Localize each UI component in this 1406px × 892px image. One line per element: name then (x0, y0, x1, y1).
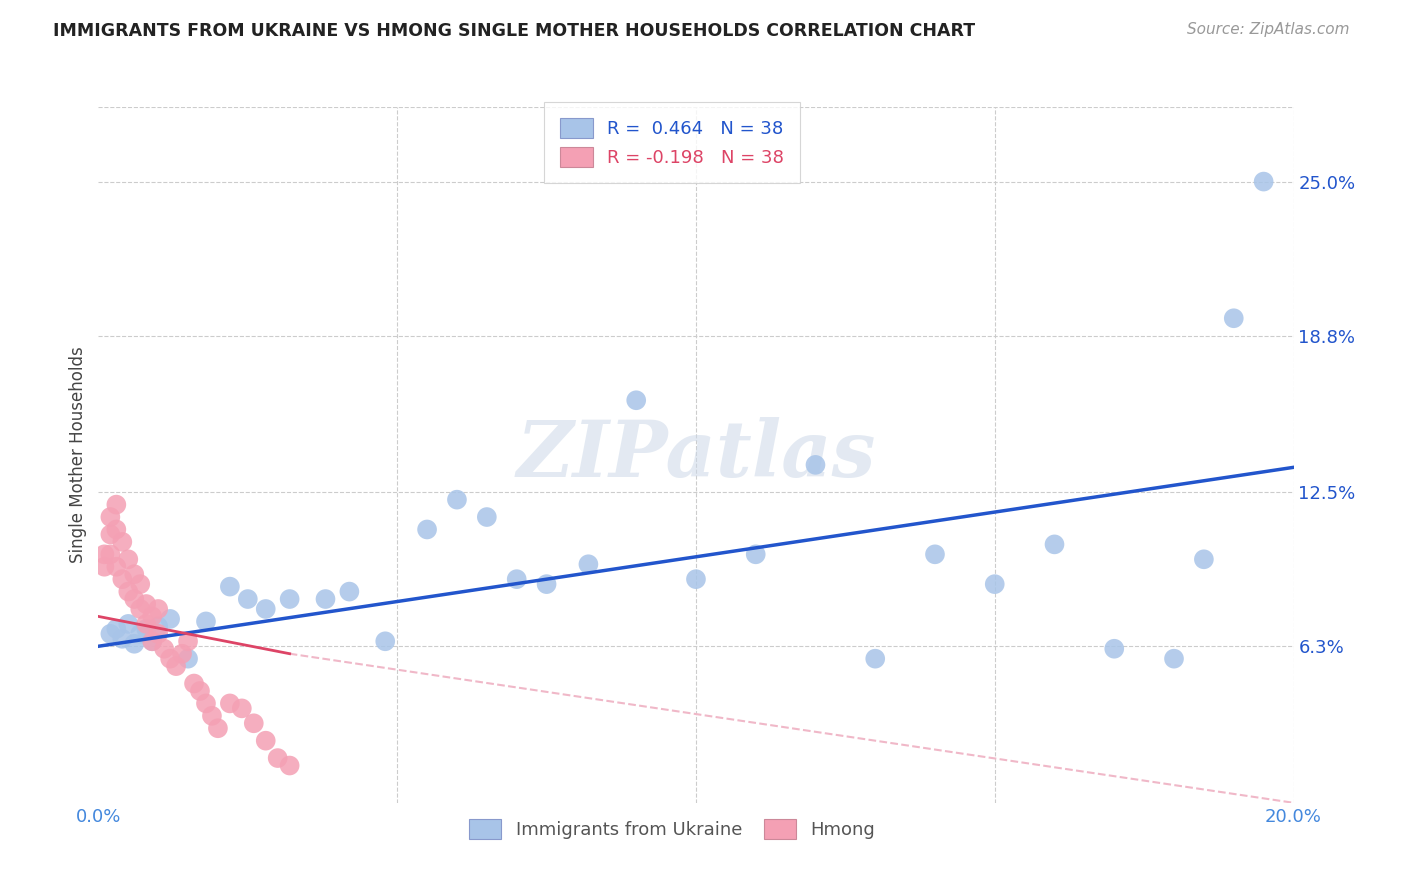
Point (141, 609, 163, 624)
Point (93, 547, 115, 561)
Y-axis label: Single Mother Households: Single Mother Households (69, 347, 87, 563)
Point (124, 567, 146, 582)
Point (416, 523, 439, 537)
Point (865, 651, 887, 665)
Point (177, 634, 200, 648)
Point (219, 580, 242, 594)
Point (141, 634, 163, 648)
Point (129, 627, 152, 641)
Point (111, 534, 134, 549)
Point (148, 619, 170, 633)
Point (1192, 552, 1215, 566)
Point (339, 584, 361, 599)
Point (231, 701, 253, 715)
Point (129, 602, 152, 616)
Point (1163, 651, 1185, 665)
Point (626, 393, 648, 408)
Point (148, 602, 170, 616)
Point (135, 597, 157, 611)
Point (105, 523, 128, 537)
Point (745, 547, 768, 561)
Point (135, 622, 157, 636)
Point (506, 572, 529, 586)
Point (148, 627, 170, 641)
Point (183, 676, 205, 690)
Point (536, 577, 558, 591)
Point (172, 647, 194, 661)
Point (243, 716, 266, 731)
Point (124, 637, 146, 651)
Point (254, 602, 277, 616)
Point (159, 612, 181, 626)
Point (105, 498, 128, 512)
Point (153, 641, 176, 656)
Point (1104, 641, 1126, 656)
Point (254, 733, 277, 747)
Point (315, 592, 337, 607)
Point (105, 559, 128, 574)
Point (446, 492, 468, 507)
Point (219, 697, 242, 711)
Point (177, 651, 200, 665)
Point (804, 458, 827, 472)
Point (1223, 311, 1246, 326)
Point (578, 558, 600, 572)
Point (924, 547, 946, 561)
Legend: Immigrants from Ukraine, Hmong: Immigrants from Ukraine, Hmong (461, 812, 883, 846)
Point (98, 547, 122, 561)
Point (111, 632, 134, 646)
Point (135, 616, 157, 631)
Point (159, 651, 181, 665)
Point (129, 577, 152, 591)
Point (278, 592, 301, 607)
Point (1253, 175, 1275, 189)
Point (98, 510, 122, 524)
Point (207, 721, 229, 735)
Point (236, 592, 259, 607)
Point (105, 622, 128, 636)
Text: IMMIGRANTS FROM UKRAINE VS HMONG SINGLE MOTHER HOUSEHOLDS CORRELATION CHART: IMMIGRANTS FROM UKRAINE VS HMONG SINGLE … (53, 22, 976, 40)
Point (685, 572, 707, 586)
Text: ZIPatlas: ZIPatlas (516, 417, 876, 493)
Point (201, 708, 224, 723)
Point (111, 572, 134, 586)
Point (117, 616, 139, 631)
Point (141, 634, 163, 648)
Point (1043, 537, 1066, 551)
Point (165, 659, 187, 673)
Point (98, 527, 122, 541)
Point (117, 552, 139, 566)
Point (475, 510, 498, 524)
Point (195, 615, 218, 629)
Text: Source: ZipAtlas.com: Source: ZipAtlas.com (1187, 22, 1350, 37)
Point (124, 592, 146, 607)
Point (267, 751, 290, 765)
Point (374, 634, 396, 648)
Point (278, 758, 301, 772)
Point (98, 627, 122, 641)
Point (117, 584, 139, 599)
Point (188, 684, 211, 698)
Point (984, 577, 1007, 591)
Point (93, 559, 115, 574)
Point (195, 697, 218, 711)
